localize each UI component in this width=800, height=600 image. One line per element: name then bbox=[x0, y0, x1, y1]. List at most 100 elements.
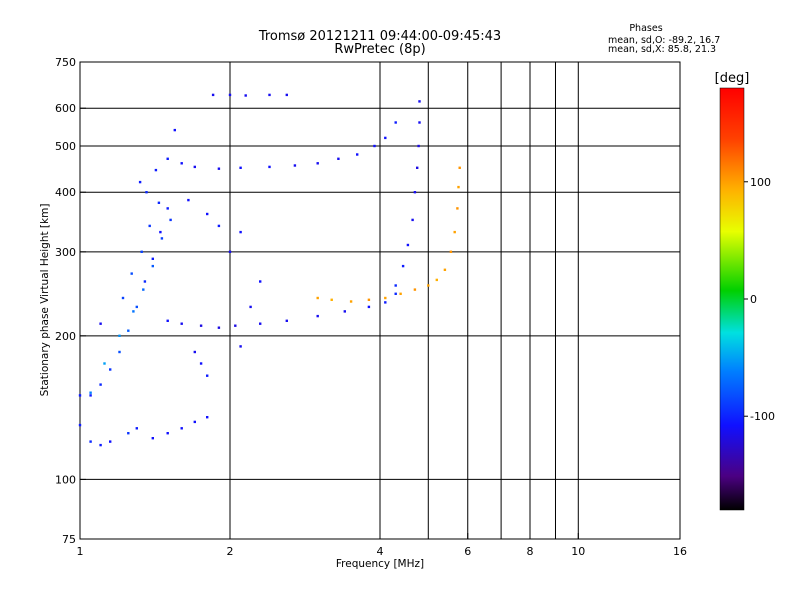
colorbar-unit-label: [deg] bbox=[715, 71, 750, 86]
echo-point-33 bbox=[285, 319, 288, 322]
echo-point-104 bbox=[173, 128, 176, 132]
echo-point-21 bbox=[140, 250, 143, 253]
echo-point-13 bbox=[118, 334, 121, 337]
x-tick-label-4: 8 bbox=[527, 545, 534, 558]
data-points bbox=[78, 93, 461, 447]
echo-point-97 bbox=[249, 305, 252, 309]
echo-point-4 bbox=[118, 350, 121, 354]
echo-point-90 bbox=[193, 420, 196, 424]
grid-lines bbox=[80, 62, 680, 539]
echo-point-19 bbox=[121, 296, 125, 300]
colorbar bbox=[719, 87, 745, 511]
echo-point-29 bbox=[199, 324, 203, 327]
chart-title-line1: Tromsø 20121211 09:44:00-09:45:43 bbox=[258, 29, 501, 44]
echo-point-91 bbox=[206, 416, 209, 419]
echo-point-42 bbox=[411, 218, 414, 222]
echo-point-5 bbox=[127, 329, 130, 332]
echo-point-63 bbox=[244, 94, 247, 97]
echo-point-78 bbox=[456, 207, 459, 210]
echo-point-68 bbox=[349, 300, 353, 303]
echo-point-67 bbox=[330, 298, 333, 301]
echo-point-73 bbox=[427, 284, 430, 287]
y-tick-label-7: 750 bbox=[55, 56, 76, 69]
echo-point-11 bbox=[89, 391, 92, 394]
x-tick-label-2: 4 bbox=[377, 545, 384, 558]
echo-point-2 bbox=[99, 383, 102, 386]
echo-point-10 bbox=[166, 207, 169, 210]
echo-point-54 bbox=[293, 164, 297, 167]
y-tick-label-2: 200 bbox=[55, 330, 76, 343]
echo-point-7 bbox=[143, 280, 147, 283]
echo-point-57 bbox=[356, 153, 359, 156]
echo-point-64 bbox=[268, 93, 271, 97]
x-tick-label-6: 16 bbox=[673, 545, 687, 558]
echo-point-53 bbox=[268, 165, 271, 169]
echo-point-85 bbox=[127, 432, 130, 435]
echo-point-103 bbox=[187, 198, 190, 202]
echo-point-99 bbox=[228, 250, 232, 253]
echo-point-87 bbox=[151, 437, 154, 440]
echo-point-65 bbox=[285, 93, 288, 97]
echo-point-70 bbox=[384, 296, 387, 300]
x-tick-label-3: 6 bbox=[464, 545, 471, 558]
y-tick-label-4: 400 bbox=[55, 186, 76, 199]
echo-point-18 bbox=[169, 218, 172, 222]
x-axis-label: Frequency [MHz] bbox=[336, 558, 424, 570]
echo-point-48 bbox=[166, 157, 169, 160]
echo-point-15 bbox=[142, 288, 145, 291]
echo-point-39 bbox=[394, 284, 397, 287]
y-axis-ticks: 75 100 200 300 400 500 600 750 bbox=[55, 56, 86, 546]
echo-point-43 bbox=[413, 191, 417, 194]
echo-point-31 bbox=[234, 324, 237, 327]
echo-point-102 bbox=[206, 212, 209, 216]
x-tick-label-0: 1 bbox=[77, 545, 84, 558]
colorbar-tick-label-1: 0 bbox=[750, 293, 757, 306]
echo-point-100 bbox=[239, 230, 242, 234]
echo-point-81 bbox=[78, 423, 82, 427]
y-tick-label-1: 100 bbox=[55, 473, 76, 486]
echo-point-93 bbox=[193, 350, 196, 354]
echo-point-96 bbox=[239, 345, 242, 348]
echo-point-88 bbox=[166, 432, 169, 435]
echo-point-26 bbox=[145, 191, 148, 194]
echo-point-0 bbox=[78, 394, 82, 397]
colorbar-tick-label-2: -100 bbox=[750, 410, 775, 423]
echo-point-38 bbox=[394, 292, 397, 295]
echo-point-20 bbox=[130, 272, 133, 275]
colorbar-ticks: 100 0 -100 bbox=[744, 176, 775, 423]
echo-point-51 bbox=[217, 167, 221, 170]
echo-point-17 bbox=[160, 237, 164, 240]
echo-point-24 bbox=[138, 180, 142, 184]
echo-point-82 bbox=[89, 440, 92, 443]
y-tick-label-5: 500 bbox=[55, 140, 76, 153]
echo-point-94 bbox=[199, 362, 203, 365]
y-tick-label-0: 75 bbox=[62, 533, 76, 546]
echo-point-58 bbox=[373, 144, 376, 148]
echo-point-79 bbox=[457, 185, 460, 189]
echo-point-92 bbox=[99, 322, 102, 325]
phase-o-stats: mean, sd,O: -89.2, 16.7 bbox=[608, 35, 720, 46]
echo-point-36 bbox=[367, 305, 371, 309]
echo-point-1 bbox=[89, 394, 92, 397]
echo-point-101 bbox=[217, 224, 221, 228]
echo-point-37 bbox=[384, 301, 387, 304]
echo-point-74 bbox=[435, 278, 438, 282]
phase-x-stats: mean, sd,X: 85.8, 21.3 bbox=[608, 44, 716, 55]
echo-point-6 bbox=[135, 305, 138, 309]
echo-point-22 bbox=[148, 224, 151, 228]
echo-point-95 bbox=[206, 374, 209, 377]
echo-point-49 bbox=[180, 162, 183, 165]
echo-point-80 bbox=[458, 166, 461, 169]
echo-point-98 bbox=[259, 280, 262, 283]
echo-point-59 bbox=[384, 136, 387, 140]
echo-point-30 bbox=[217, 326, 221, 329]
echo-point-8 bbox=[151, 257, 154, 260]
echo-point-14 bbox=[132, 310, 135, 313]
x-axis-ticks: 1 2 4 6 8 10 16 bbox=[77, 533, 687, 558]
chart-title-line2: RwPretec (8p) bbox=[334, 42, 425, 57]
echo-point-71 bbox=[399, 292, 402, 295]
echo-point-41 bbox=[406, 243, 410, 247]
echo-point-69 bbox=[367, 298, 371, 301]
echo-point-86 bbox=[135, 427, 138, 430]
